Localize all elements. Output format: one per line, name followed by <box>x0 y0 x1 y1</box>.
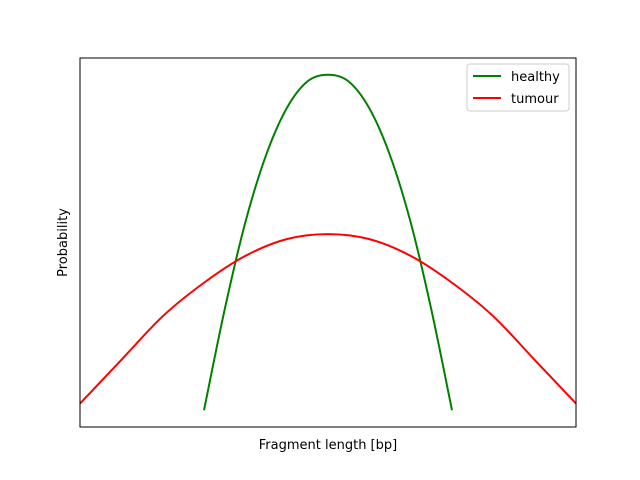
x-axis-label: Fragment length [bp] <box>259 438 397 453</box>
series-line-healthy <box>203 73 453 411</box>
axes-frame <box>79 57 577 428</box>
legend: healthy tumour <box>466 63 570 112</box>
legend-label-tumour: tumour <box>511 92 559 107</box>
plot-area <box>80 58 576 427</box>
legend-label-healthy: healthy <box>511 70 560 85</box>
y-axis-label: Probability <box>56 208 71 277</box>
series-layer <box>79 73 577 411</box>
series-line-tumour <box>79 233 577 405</box>
